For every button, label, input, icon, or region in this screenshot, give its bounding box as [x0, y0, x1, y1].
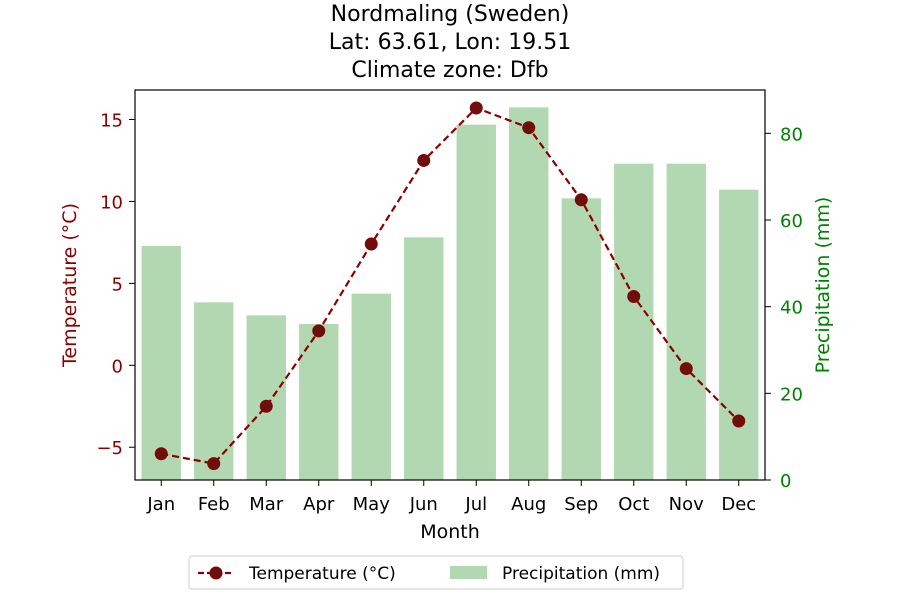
precipitation-bar-jul	[456, 124, 496, 481]
x-tick-label-jul: Jul	[464, 494, 487, 515]
temperature-axis: −5 0 5 10 15	[96, 110, 135, 459]
precipitation-bar-dec	[719, 189, 759, 480]
temperature-point-jun	[417, 153, 431, 167]
precipitation-bar-jun	[404, 237, 444, 480]
x-tick-label-dec: Dec	[721, 494, 756, 515]
temperature-axis-label: Temperature (°C)	[59, 203, 81, 368]
temperature-point-dec	[732, 414, 746, 428]
x-tick-label-aug: Aug	[511, 494, 546, 515]
legend-box	[188, 555, 684, 590]
x-tick-label-may: May	[353, 494, 391, 515]
title-line-1: Nordmaling (Sweden)	[331, 2, 570, 27]
temperature-tick-label: 15	[100, 110, 123, 131]
temperature-point-may	[364, 237, 378, 251]
temperature-point-aug	[522, 121, 536, 135]
precipitation-tick-label: 40	[780, 298, 803, 319]
x-tick-label-jan: Jan	[146, 494, 175, 515]
x-tick-label-sep: Sep	[564, 494, 598, 515]
x-tick-label-mar: Mar	[249, 494, 284, 515]
temperature-tick-label: 0	[112, 356, 123, 377]
x-axis: Jan Feb Mar Apr May Jun Jul Aug Sep Oct Nov Dec	[146, 480, 756, 515]
title-line-3: Climate zone: Dfb	[351, 58, 548, 83]
plot-frame	[134, 89, 766, 481]
temperature-point-jan	[154, 447, 168, 461]
temperature-tick-label: 5	[112, 274, 123, 295]
precipitation-bar-sep	[561, 198, 601, 481]
precipitation-bar-apr	[299, 324, 339, 480]
precipitation-bar-aug	[509, 107, 549, 480]
precipitation-bar-nov	[666, 163, 706, 480]
legend-precipitation-swatch	[450, 566, 487, 579]
x-tick-label-nov: Nov	[669, 494, 704, 515]
precipitation-bar-jan	[141, 246, 181, 480]
precipitation-tick-label: 80	[780, 124, 803, 145]
x-axis-label: Month	[420, 521, 480, 543]
chart-title: Nordmaling (Sweden) Lat: 63.61, Lon: 19.…	[329, 2, 571, 83]
temperature-point-mar	[259, 399, 273, 413]
temperature-point-oct	[627, 289, 641, 303]
precipitation-tick-label: 0	[780, 471, 791, 492]
title-line-2: Lat: 63.61, Lon: 19.51	[329, 30, 571, 55]
temperature-point-nov	[679, 362, 693, 376]
temperature-series	[154, 101, 746, 471]
x-tick-label-feb: Feb	[198, 494, 230, 515]
precipitation-bar-mar	[246, 315, 286, 480]
temperature-point-apr	[312, 324, 326, 338]
precipitation-tick-label: 60	[780, 211, 803, 232]
x-tick-label-apr: Apr	[303, 494, 335, 515]
temperature-point-feb	[207, 457, 221, 471]
precipitation-bars	[141, 107, 759, 481]
x-tick-label-oct: Oct	[618, 494, 649, 515]
precipitation-tick-label: 20	[780, 384, 803, 405]
temperature-tick-label: 10	[100, 192, 123, 213]
temperature-tick-label: −5	[96, 438, 123, 459]
legend: Temperature (°C) Precipitation (mm)	[188, 555, 684, 590]
temperature-point-jul	[469, 101, 483, 115]
precipitation-bar-feb	[194, 302, 234, 480]
legend-precipitation-label: Precipitation (mm)	[502, 564, 660, 584]
precipitation-axis: 0 20 40 60 80	[765, 124, 803, 492]
precipitation-bar-oct	[614, 163, 654, 480]
x-tick-label-jun: Jun	[409, 494, 438, 515]
precipitation-bar-may	[351, 293, 391, 480]
legend-temperature-marker	[209, 566, 223, 580]
legend-temperature-label: Temperature (°C)	[248, 564, 396, 584]
temperature-point-sep	[574, 193, 588, 207]
precipitation-axis-label: Precipitation (mm)	[812, 197, 834, 374]
